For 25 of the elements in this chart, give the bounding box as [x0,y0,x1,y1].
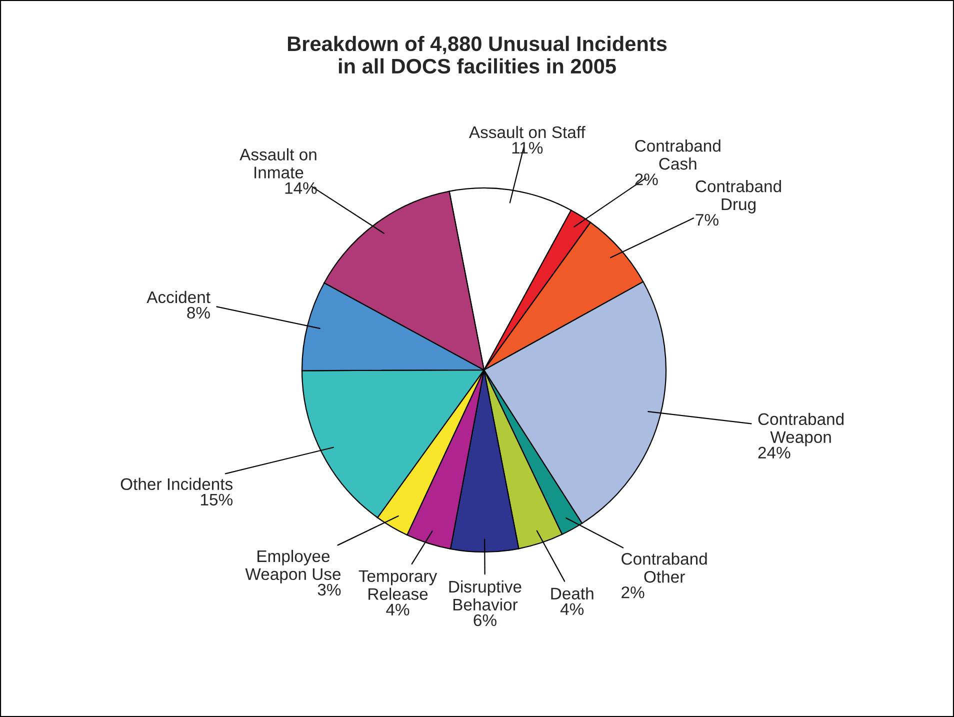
slice-label: Contraband Drug [696,180,781,214]
slice-label: Assault on Staff [468,126,586,138]
slice-label: Contraband Other [622,552,707,583]
slice-label: Employee Weapon Use [245,550,341,584]
slice-label: Temporary Release [358,570,438,600]
slice-label: Accident [146,290,210,304]
data-label: 6% [474,614,496,626]
data-label: 3% [318,584,341,596]
chart-title: Breakdown of 4,880 Unusual Incidents in all DOCS facilities in 2005 [288,36,667,74]
data-label: 4% [386,604,410,616]
data-label: 24% [758,446,790,458]
slice-label: Contraband Weapon [758,412,844,446]
data-label: 14% [285,182,317,194]
data-label: 4% [560,603,584,615]
data-label: 2% [635,173,658,186]
slice-label: Other Incidents [120,478,232,490]
data-label: 15% [201,494,233,506]
data-label: 8% [187,306,210,319]
data-label: 2% [622,586,644,598]
slice-label: Disruptive Behavior [449,580,522,611]
slice-label: Assault on Inmate [240,148,316,178]
slice-label: Contraband Cash [635,140,720,170]
slice-label: Death [551,587,594,600]
data-label: 7% [696,214,718,226]
data-label: 11% [512,142,543,154]
